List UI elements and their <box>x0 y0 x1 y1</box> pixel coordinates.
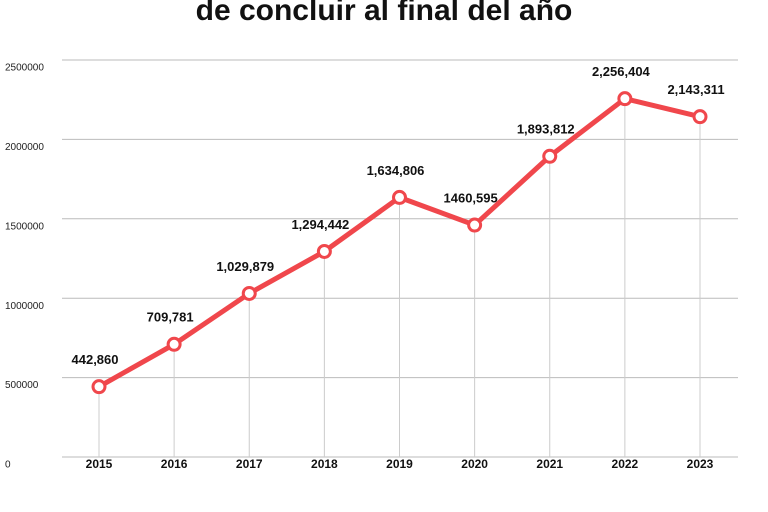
value-label: 2,256,404 <box>592 64 651 79</box>
data-point <box>166 336 182 352</box>
data-point <box>542 148 558 164</box>
y-tick-label: 0 <box>5 460 11 471</box>
y-tick-label: 2000000 <box>5 142 44 153</box>
x-tick-label: 2021 <box>536 457 563 471</box>
x-tick-label: 2015 <box>86 457 113 471</box>
x-tick-label: 2017 <box>236 457 263 471</box>
data-point <box>467 217 483 233</box>
value-label: 1460,595 <box>444 190 498 205</box>
data-point <box>316 243 332 259</box>
y-tick-label: 1000000 <box>5 301 44 312</box>
value-label: 1,893,812 <box>517 122 575 137</box>
y-tick-label: 1500000 <box>5 221 44 232</box>
x-tick-label: 2023 <box>687 457 714 471</box>
data-point <box>617 91 633 107</box>
value-label: 1,294,442 <box>291 217 349 232</box>
x-tick-label: 2019 <box>386 457 413 471</box>
value-label: 1,029,879 <box>216 259 274 274</box>
data-point <box>692 109 708 125</box>
value-label: 1,634,806 <box>367 163 425 178</box>
data-point <box>392 189 407 205</box>
chart-title: de concluir al final del año <box>196 0 573 27</box>
data-point <box>91 379 107 395</box>
x-tick-label: 2016 <box>161 457 188 471</box>
x-tick-label: 2022 <box>612 457 639 471</box>
x-tick-label: 2018 <box>311 457 338 471</box>
value-label: 442,860 <box>72 352 119 367</box>
data-point <box>241 285 257 301</box>
y-tick-label: 2500000 <box>5 63 44 74</box>
x-tick-label: 2020 <box>461 457 488 471</box>
value-label: 709,781 <box>147 310 194 325</box>
value-label: 2,143,311 <box>667 82 724 97</box>
y-tick-label: 500000 <box>5 380 39 391</box>
